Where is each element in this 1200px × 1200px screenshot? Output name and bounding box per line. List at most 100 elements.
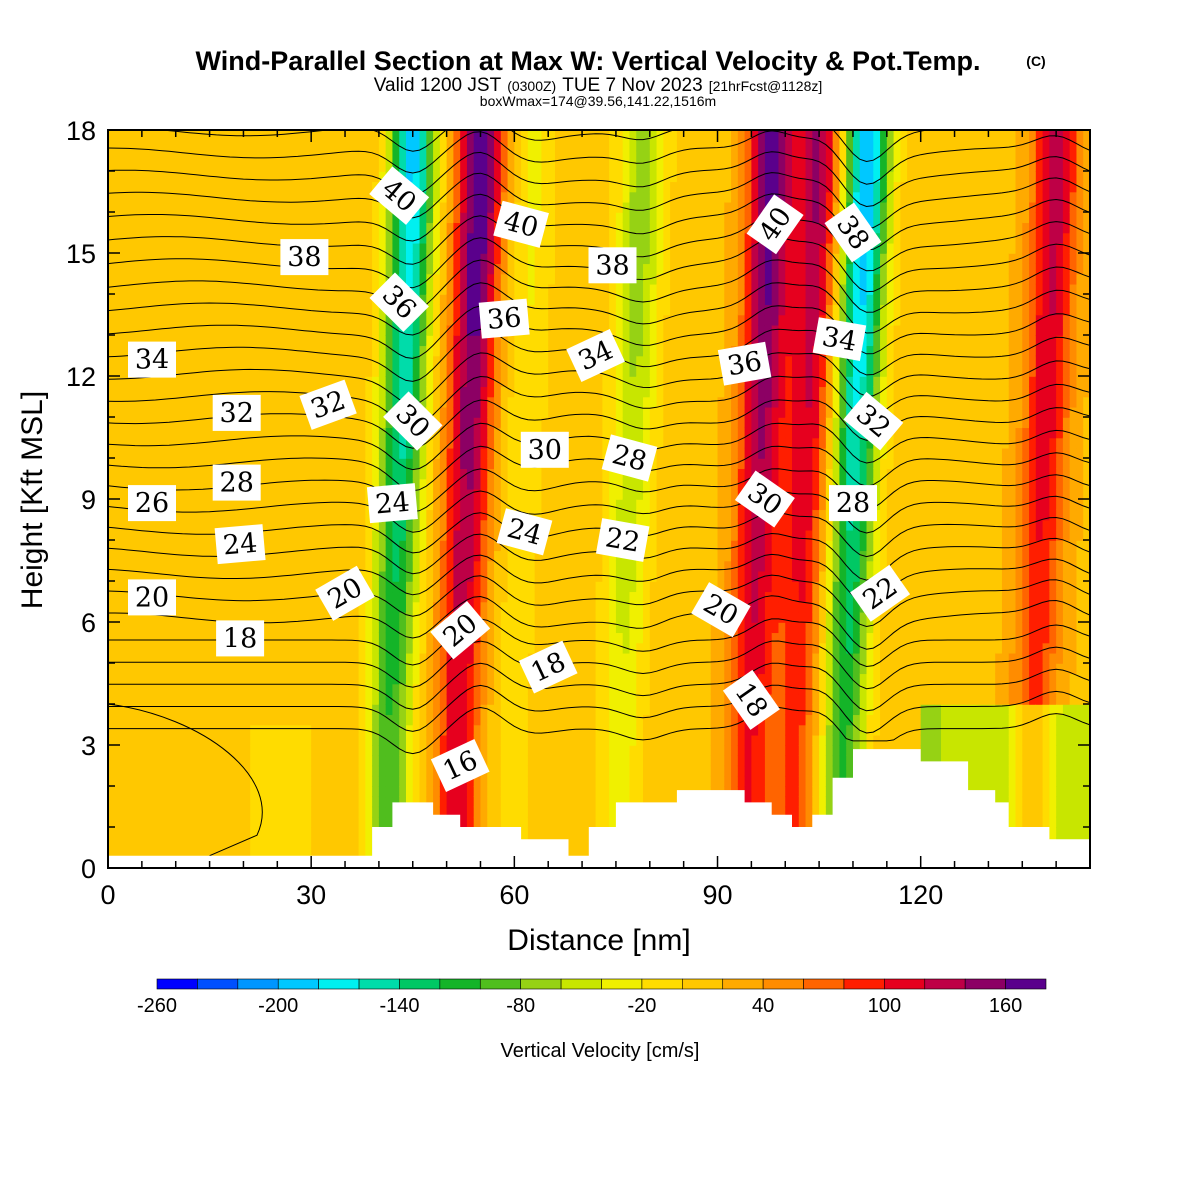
contour-label-text: 26 xyxy=(135,488,169,519)
theta-contour xyxy=(108,490,1090,534)
contour-label-text: 24 xyxy=(222,528,259,562)
y-tick-label: 6 xyxy=(81,608,96,638)
y-tick-label: 15 xyxy=(66,239,96,269)
x-tick-label: 30 xyxy=(296,880,326,910)
forecast-tag: [21hrFcst@1128z] xyxy=(709,78,823,94)
colorbar-tick-label: -80 xyxy=(506,995,535,1017)
contour-label: 24 xyxy=(366,483,418,524)
contour-label-text: 34 xyxy=(820,321,859,357)
y-tick-label: 12 xyxy=(66,362,96,392)
contour-label-box xyxy=(478,298,530,339)
chart-title: Wind-Parallel Section at Max W: Vertical… xyxy=(196,46,981,76)
colorbar-swatch xyxy=(682,978,724,990)
contour-label-text: 24 xyxy=(374,487,411,521)
colorbar-swatch xyxy=(641,978,683,990)
contour-label-box xyxy=(315,565,375,621)
contour-label-box xyxy=(128,579,176,616)
theta-contour xyxy=(108,151,1090,208)
contour-label-box xyxy=(383,391,443,451)
theta-contour xyxy=(108,684,1090,734)
theta-contour xyxy=(108,305,1090,359)
contour-label-box xyxy=(566,329,625,382)
colorbar-tick-label: -140 xyxy=(379,995,419,1017)
contour-label-box xyxy=(717,341,772,386)
colorbar-swatch xyxy=(601,978,643,990)
contour-label-box xyxy=(216,620,265,657)
contour-label-box xyxy=(520,431,569,468)
colorbar-tick-label: 100 xyxy=(868,995,901,1017)
theta-contour xyxy=(108,422,1090,471)
theta-contour xyxy=(108,399,1090,449)
contour-label-text: 38 xyxy=(595,250,629,281)
contour-label-box xyxy=(212,464,261,501)
contour-label-box xyxy=(369,166,430,225)
contour-label-box xyxy=(128,485,176,522)
contour-label-box xyxy=(128,341,176,378)
colorbar-swatch xyxy=(843,978,885,990)
colorbar-swatch xyxy=(156,978,198,990)
contour-label-box xyxy=(824,202,882,263)
contour-label-box xyxy=(829,485,877,522)
x-tick-label: 90 xyxy=(702,880,732,910)
contour-label: 38 xyxy=(588,247,637,284)
contour-label: 34 xyxy=(128,341,176,378)
contour-label: 28 xyxy=(601,434,658,482)
contour-label-box xyxy=(496,508,553,556)
boxw-caption: boxWmax=174@39.56,141.22,1516m xyxy=(480,93,716,109)
contour-label-box xyxy=(430,739,490,792)
theta-contour xyxy=(108,706,1090,755)
theta-contour xyxy=(108,445,1090,492)
contour-label: 36 xyxy=(717,341,772,386)
contour-label-box xyxy=(746,194,804,255)
y-axis-title: Height [Kft MSL] xyxy=(16,391,49,609)
valid-utc: (0300Z) xyxy=(507,78,556,94)
contour-label-box xyxy=(722,669,780,730)
colorbar-swatch xyxy=(560,978,602,990)
contour-label-text: 36 xyxy=(486,302,523,336)
theta-contour xyxy=(108,172,1090,229)
contour-label-box xyxy=(430,600,491,660)
contour-label: 20 xyxy=(128,579,176,616)
colorbar-swatch xyxy=(197,978,239,990)
contour-label: 28 xyxy=(829,485,877,522)
valid-prefix: Valid 1200 JST xyxy=(374,75,502,96)
colorbar-swatch xyxy=(277,978,319,990)
contour-label-text: 38 xyxy=(287,242,321,273)
contour-label-text: 28 xyxy=(836,488,870,519)
contour-label-box xyxy=(850,564,911,622)
colorbar-swatch xyxy=(1005,978,1047,990)
colorbar-swatch xyxy=(479,978,521,990)
contour-label: 36 xyxy=(478,298,530,339)
contour-label: 38 xyxy=(280,239,329,276)
contour-label-box xyxy=(366,483,418,524)
colorbar-swatch xyxy=(520,978,562,990)
contour-label: 24 xyxy=(214,524,266,565)
chart-subtitle: Valid 1200 JST (0300Z) TUE 7 Nov 2023 [21hr… xyxy=(374,75,823,96)
contour-label: 26 xyxy=(128,485,176,522)
theta-contour xyxy=(108,282,1090,336)
contour-label-box xyxy=(588,247,637,284)
contour-label-text: 32 xyxy=(220,398,254,429)
contour-label: 18 xyxy=(216,620,265,657)
x-axis-title: Distance [nm] xyxy=(507,924,690,957)
contour-label-text: 20 xyxy=(135,582,169,613)
contour-label: 32 xyxy=(212,394,261,431)
theta-contour xyxy=(108,375,1090,427)
colorbar-swatch xyxy=(924,978,966,990)
contour-label-text: 28 xyxy=(220,468,254,499)
contour-label-box xyxy=(734,470,795,528)
theta-contour xyxy=(108,640,1090,690)
contour-label: 22 xyxy=(595,518,650,562)
contour-label: 40 xyxy=(493,200,549,248)
contour-label-text: 30 xyxy=(528,435,562,466)
y-tick-label: 0 xyxy=(81,854,96,884)
colorbar-swatch xyxy=(803,978,845,990)
contour-label-text: 36 xyxy=(725,346,764,382)
contour-label-box xyxy=(843,391,904,451)
theta-contour xyxy=(108,618,1090,668)
x-tick-label: 120 xyxy=(898,880,943,910)
contour-label: 28 xyxy=(212,464,261,501)
colorbar-swatch xyxy=(318,978,360,990)
theta-contour xyxy=(108,574,1090,628)
